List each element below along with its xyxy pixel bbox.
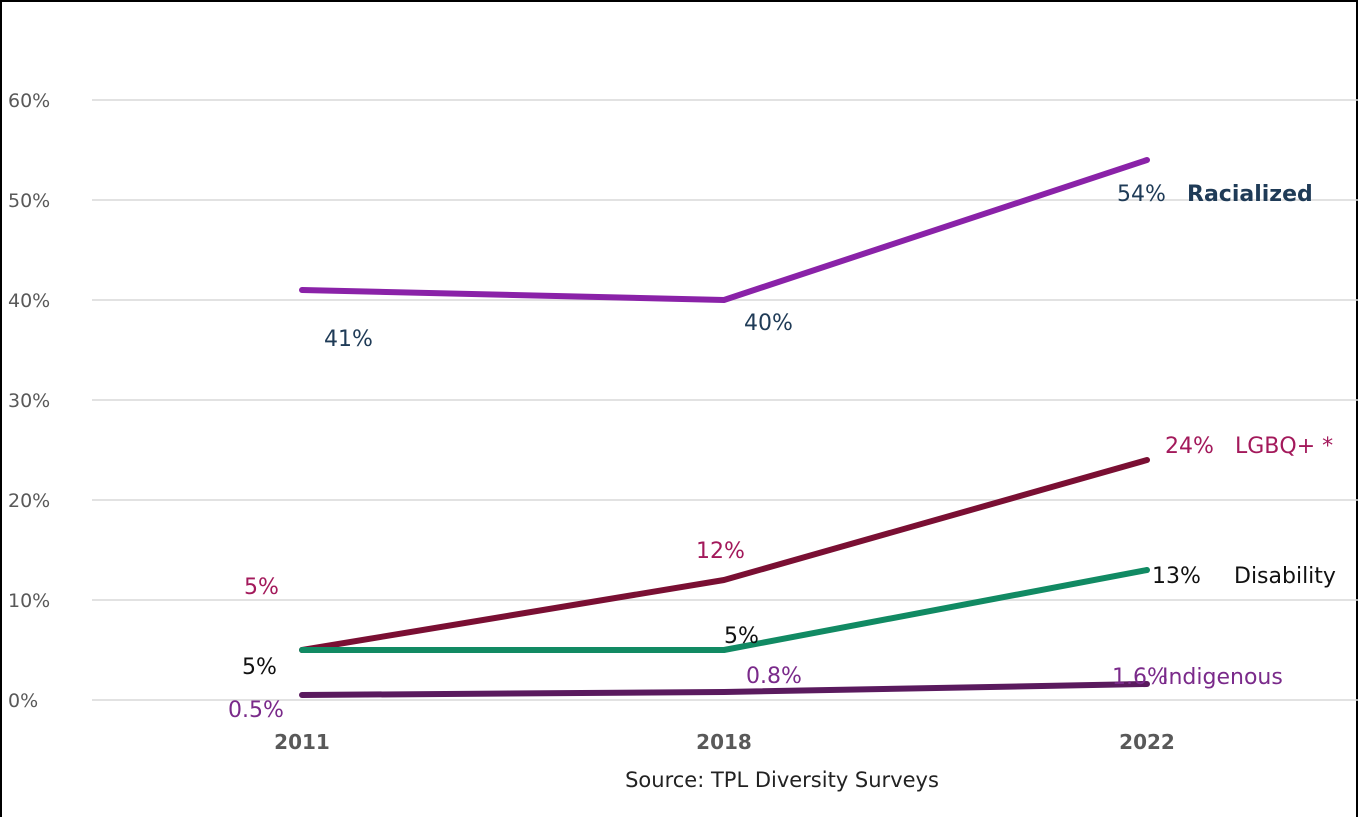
data-labels: 41% 40% 54% Racialized 5% 12% 24% LGBQ+ * 5% 5% 13… — [228, 182, 1336, 723]
data-label: 12% — [696, 539, 745, 564]
y-tick-label: 50% — [8, 190, 50, 212]
y-tick-label: 60% — [8, 90, 50, 112]
data-label: 5% — [724, 624, 759, 649]
y-tick-label: 10% — [8, 590, 50, 612]
y-tick-label: 20% — [8, 490, 50, 512]
data-label: 13% — [1152, 564, 1201, 589]
data-label: 1.6% — [1112, 665, 1168, 690]
y-tick-label: 0% — [8, 690, 38, 712]
y-tick-label: 30% — [8, 390, 50, 412]
series-name-label: Indigenous — [1162, 665, 1283, 690]
data-label: 54% — [1117, 182, 1166, 207]
y-tick-label: 40% — [8, 290, 50, 312]
data-label: 40% — [744, 311, 793, 336]
series-name-label: Racialized — [1187, 182, 1313, 207]
series-name-label: LGBQ+ * — [1235, 434, 1333, 459]
x-axis-ticks: 2011 2018 2022 — [274, 730, 1175, 754]
data-label: 41% — [324, 327, 373, 352]
data-label: 5% — [242, 655, 277, 680]
series-line — [299, 157, 1150, 303]
series-lines — [299, 157, 1150, 698]
data-label: 0.5% — [228, 698, 284, 723]
y-axis-ticks: 0% 10% 20% 30% 40% 50% 60% — [8, 90, 50, 712]
data-label: 5% — [244, 575, 279, 600]
source-note: Source: TPL Diversity Surveys — [625, 768, 939, 792]
x-tick-label: 2018 — [696, 730, 752, 754]
x-tick-label: 2011 — [274, 730, 330, 754]
series-name-label: Disability — [1234, 564, 1336, 589]
gridlines — [92, 99, 1358, 701]
series-line — [299, 681, 1150, 698]
x-tick-label: 2022 — [1119, 730, 1175, 754]
series-line — [299, 457, 1150, 653]
data-label: 0.8% — [746, 664, 802, 689]
series-line — [299, 567, 1150, 653]
data-label: 24% — [1165, 434, 1214, 459]
